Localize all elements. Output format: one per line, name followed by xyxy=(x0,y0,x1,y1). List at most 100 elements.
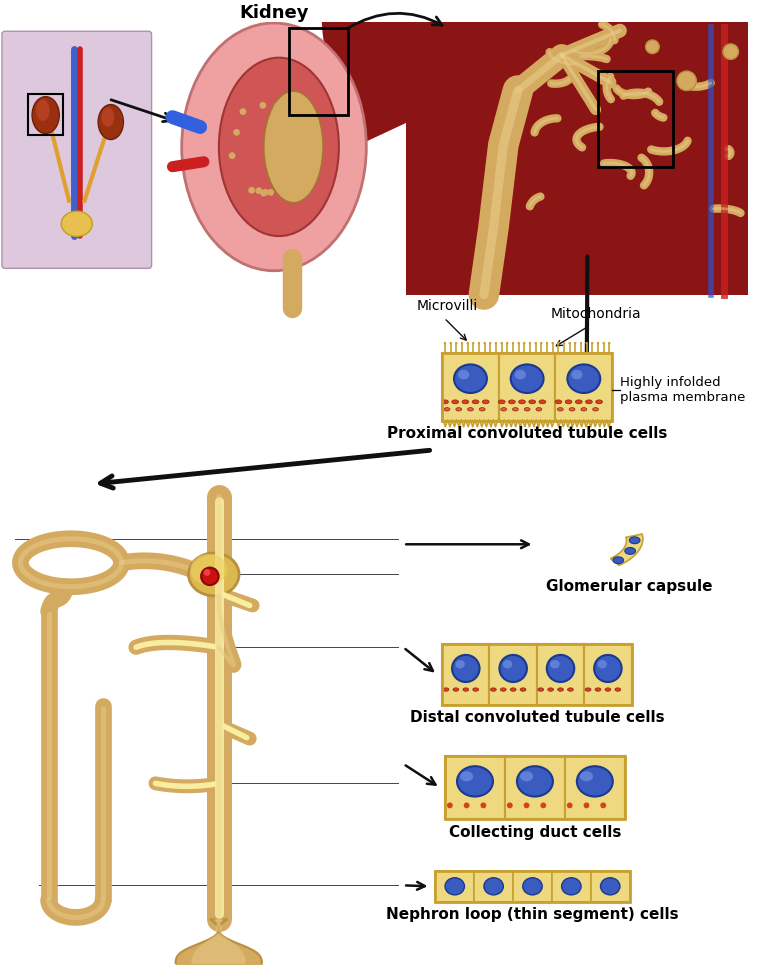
Circle shape xyxy=(540,342,543,344)
Circle shape xyxy=(529,342,531,344)
Bar xyxy=(598,72,673,167)
Ellipse shape xyxy=(561,878,581,894)
Circle shape xyxy=(201,568,219,585)
Circle shape xyxy=(677,71,696,90)
Ellipse shape xyxy=(550,660,560,669)
Bar xyxy=(584,644,631,704)
Circle shape xyxy=(507,802,513,808)
Polygon shape xyxy=(176,920,262,969)
Ellipse shape xyxy=(482,400,489,404)
Text: Distal convoluted tubule cells: Distal convoluted tubule cells xyxy=(410,710,665,725)
Ellipse shape xyxy=(539,400,546,404)
Ellipse shape xyxy=(479,408,485,411)
Ellipse shape xyxy=(595,688,601,691)
Ellipse shape xyxy=(455,660,465,669)
Circle shape xyxy=(203,569,210,576)
Circle shape xyxy=(517,342,520,344)
Circle shape xyxy=(275,102,282,109)
Ellipse shape xyxy=(537,688,544,691)
Circle shape xyxy=(455,342,457,344)
Bar xyxy=(555,353,612,421)
Bar xyxy=(445,756,624,819)
Ellipse shape xyxy=(547,688,554,691)
Circle shape xyxy=(294,183,301,190)
Bar xyxy=(406,22,748,295)
Bar xyxy=(442,644,490,704)
Circle shape xyxy=(608,342,611,344)
Ellipse shape xyxy=(520,771,533,781)
Ellipse shape xyxy=(508,400,515,404)
Ellipse shape xyxy=(565,400,572,404)
Ellipse shape xyxy=(615,688,621,691)
Ellipse shape xyxy=(593,408,598,411)
Circle shape xyxy=(248,187,255,194)
Ellipse shape xyxy=(514,370,526,380)
Circle shape xyxy=(460,342,463,344)
Circle shape xyxy=(274,104,280,110)
Circle shape xyxy=(585,342,588,344)
Bar xyxy=(442,353,499,421)
Circle shape xyxy=(267,189,274,196)
Ellipse shape xyxy=(98,105,123,140)
Ellipse shape xyxy=(557,688,564,691)
Ellipse shape xyxy=(529,400,536,404)
Circle shape xyxy=(233,129,240,136)
Bar xyxy=(289,28,348,114)
Ellipse shape xyxy=(498,400,505,404)
Text: Glomerular capsule: Glomerular capsule xyxy=(547,578,713,594)
Circle shape xyxy=(480,802,487,808)
Bar xyxy=(445,756,505,819)
Ellipse shape xyxy=(32,97,59,134)
Ellipse shape xyxy=(613,557,624,564)
Ellipse shape xyxy=(460,771,474,781)
Circle shape xyxy=(597,342,599,344)
Ellipse shape xyxy=(473,688,479,691)
Ellipse shape xyxy=(601,878,620,894)
Ellipse shape xyxy=(454,364,487,393)
Circle shape xyxy=(557,342,560,344)
Ellipse shape xyxy=(189,553,239,596)
Ellipse shape xyxy=(511,688,516,691)
Ellipse shape xyxy=(577,766,613,797)
Ellipse shape xyxy=(557,408,563,411)
Ellipse shape xyxy=(519,400,525,404)
Circle shape xyxy=(551,342,554,344)
Circle shape xyxy=(489,342,491,344)
Circle shape xyxy=(541,802,546,808)
Circle shape xyxy=(229,152,236,159)
Ellipse shape xyxy=(523,878,542,894)
Bar xyxy=(490,644,537,704)
Circle shape xyxy=(260,190,267,197)
Ellipse shape xyxy=(580,771,593,781)
Ellipse shape xyxy=(598,660,607,669)
Ellipse shape xyxy=(511,364,544,393)
Circle shape xyxy=(306,133,313,140)
Circle shape xyxy=(568,342,571,344)
Ellipse shape xyxy=(182,23,367,270)
Circle shape xyxy=(574,342,577,344)
Ellipse shape xyxy=(624,547,635,554)
Ellipse shape xyxy=(445,878,464,894)
Ellipse shape xyxy=(571,370,583,380)
Circle shape xyxy=(546,342,548,344)
Circle shape xyxy=(259,102,266,109)
Circle shape xyxy=(450,342,452,344)
Circle shape xyxy=(524,802,530,808)
Ellipse shape xyxy=(555,400,562,404)
Text: Proximal convoluted tubule cells: Proximal convoluted tubule cells xyxy=(387,426,668,441)
Ellipse shape xyxy=(524,408,530,411)
Text: Highly infolded
plasma membrane: Highly infolded plasma membrane xyxy=(620,376,745,404)
Circle shape xyxy=(239,109,246,115)
Circle shape xyxy=(523,342,525,344)
Ellipse shape xyxy=(585,400,592,404)
Bar xyxy=(28,94,63,135)
Ellipse shape xyxy=(62,211,92,236)
Ellipse shape xyxy=(503,660,512,669)
Ellipse shape xyxy=(536,408,542,411)
Ellipse shape xyxy=(567,688,574,691)
Ellipse shape xyxy=(594,655,621,682)
Ellipse shape xyxy=(575,400,582,404)
Text: Collecting duct cells: Collecting duct cells xyxy=(449,825,621,840)
Bar xyxy=(442,353,612,421)
Ellipse shape xyxy=(500,655,527,682)
